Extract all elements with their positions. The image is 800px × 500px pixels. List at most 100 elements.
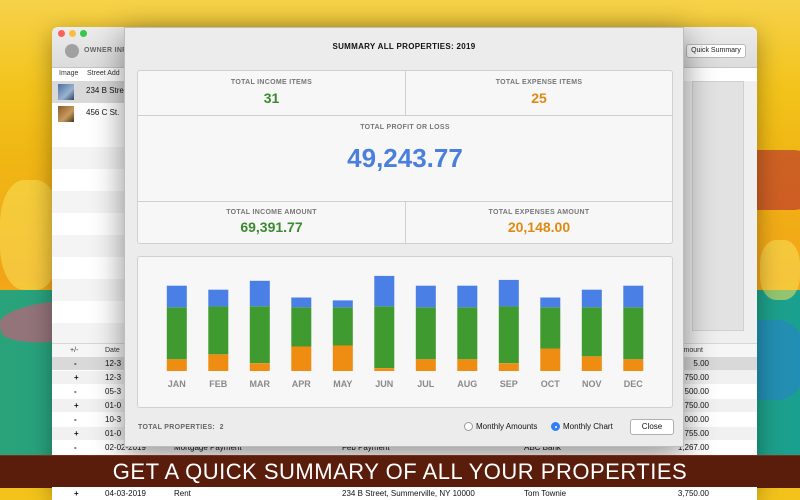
row-amount: 3,750.00: [677, 401, 709, 410]
profit-label: TOTAL PROFIT OR LOSS: [360, 124, 450, 131]
table-row[interactable]: - 05-3 500.00: [52, 385, 757, 398]
table-row[interactable]: + 04-03-2019 Rent 234 B Street, Summervi…: [52, 487, 757, 500]
column-header-date[interactable]: Date: [105, 347, 120, 354]
profit-cell: TOTAL PROFIT OR LOSS 49,243.77: [138, 116, 672, 202]
column-header-street[interactable]: Street Add: [87, 70, 120, 77]
list-stripe: [52, 235, 132, 257]
row-plus-minus: +: [74, 429, 79, 438]
bar-segment-dec-0: [623, 359, 644, 371]
row-category: Mortgage Payment: [174, 443, 242, 452]
close-button[interactable]: Close: [630, 419, 674, 435]
property-thumbnail: [58, 106, 74, 122]
bar-segment-nov-2: [581, 289, 602, 308]
x-tick-label: MAY: [333, 379, 352, 389]
bar-segment-mar-1: [249, 306, 270, 364]
minimize-window-button[interactable]: [69, 30, 76, 37]
income-amount-label: TOTAL INCOME AMOUNT: [226, 209, 317, 216]
background-streak: [760, 240, 800, 300]
row-amount: 1,267.00: [677, 443, 709, 452]
x-tick-label: FEB: [209, 379, 228, 389]
property-image-well: [692, 81, 744, 331]
monthly-amounts-radio[interactable]: Monthly Amounts: [464, 422, 537, 431]
summary-footer: TOTAL PROPERTIES: 2 Monthly Amounts Mont…: [125, 416, 683, 446]
property-row[interactable]: 456 C St.: [52, 103, 132, 125]
x-tick-label: APR: [292, 379, 312, 389]
property-row[interactable]: 234 B Stre: [52, 81, 132, 103]
property-address: 456 C St.: [86, 108, 120, 117]
property-address: 234 B Stre: [86, 86, 124, 95]
table-row[interactable]: - 02-02-2019 Mortgage Payment Feb Payment AB…: [52, 441, 757, 454]
bar-segment-apr-0: [291, 346, 312, 371]
bar-segment-jan-2: [166, 285, 187, 308]
summary-stats: TOTAL INCOME ITEMS 31 TOTAL EXPENSE ITEM…: [137, 70, 673, 244]
x-tick-label: OCT: [541, 379, 561, 389]
bar-segment-oct-0: [540, 348, 561, 371]
list-stripe: [52, 191, 132, 213]
bar-segment-jan-1: [166, 307, 187, 360]
row-date: 01-0: [105, 429, 122, 438]
row-date: 02-02-2019: [105, 443, 146, 452]
bar-segment-sep-2: [498, 279, 519, 307]
bar-segment-nov-1: [581, 307, 602, 357]
income-items-cell: TOTAL INCOME ITEMS 31: [138, 71, 406, 116]
row-category: Rent: [174, 489, 191, 498]
expense-items-label: TOTAL EXPENSE ITEMS: [495, 79, 583, 86]
row-payee: ABC Bank: [524, 443, 561, 452]
bar-segment-dec-2: [623, 285, 644, 308]
summary-title: SUMMARY ALL PROPERTIES: 2019: [332, 42, 476, 51]
list-stripe: [52, 279, 132, 301]
income-items-value: 31: [263, 90, 280, 106]
table-row[interactable]: - 10-3 5,000.00: [52, 413, 757, 426]
row-payee: Tom Townie: [524, 489, 567, 498]
promo-banner: GET A QUICK SUMMARY OF ALL YOUR PROPERTI…: [0, 455, 800, 488]
property-detail-panel: [680, 81, 757, 371]
row-plus-minus: +: [74, 489, 79, 498]
monthly-amounts-label: Monthly Amounts: [476, 422, 538, 431]
bar-segment-nov-0: [581, 356, 602, 371]
monthly-chart-radio[interactable]: Monthly Chart: [551, 422, 613, 431]
row-amount: 500.00: [684, 387, 709, 396]
bar-segment-oct-2: [540, 297, 561, 308]
row-description: 234 B Street, Summerville, NY 10000: [342, 489, 475, 498]
row-plus-minus: -: [74, 387, 77, 396]
close-window-button[interactable]: [58, 30, 65, 37]
bar-segment-aug-1: [457, 307, 478, 360]
list-stripe: [52, 147, 132, 169]
bar-segment-jul-2: [415, 285, 436, 308]
profit-value: 49,243.77: [347, 143, 463, 173]
bar-segment-mar-2: [249, 280, 270, 307]
row-description: Feb Payment: [342, 443, 390, 452]
x-tick-label: JAN: [168, 379, 186, 389]
row-plus-minus: -: [74, 415, 77, 424]
x-tick-label: AUG: [457, 379, 477, 389]
column-header-amount[interactable]: mount: [683, 347, 703, 354]
x-tick-label: JUN: [375, 379, 393, 389]
bar-segment-sep-1: [498, 306, 519, 364]
bar-segment-apr-2: [291, 297, 312, 308]
row-plus-minus: -: [74, 443, 77, 452]
list-stripe: [52, 323, 132, 345]
row-amount: 3,755.00: [677, 429, 709, 438]
expense-items-value: 25: [531, 90, 547, 106]
bar-segment-jul-0: [415, 359, 436, 371]
owner-avatar-icon[interactable]: [65, 44, 79, 58]
total-properties-label: TOTAL PROPERTIES: 2: [138, 424, 224, 431]
row-amount: 3,750.00: [677, 373, 709, 382]
income-amount-cell: TOTAL INCOME AMOUNT 69,391.77: [138, 202, 406, 243]
zoom-window-button[interactable]: [80, 30, 87, 37]
x-tick-label: JUL: [417, 379, 435, 389]
row-plus-minus: +: [74, 373, 79, 382]
promo-banner-text: GET A QUICK SUMMARY OF ALL YOUR PROPERTI…: [112, 459, 688, 484]
owner-info-label: OWNER INF: [84, 47, 127, 54]
quick-summary-button[interactable]: Quick Summary: [686, 44, 746, 58]
row-date: 12-3: [105, 359, 122, 368]
row-date: 01-0: [105, 401, 122, 410]
column-header-plus-minus[interactable]: +/-: [70, 347, 79, 354]
column-header-image[interactable]: Image: [59, 70, 79, 77]
monthly-stacked-bar-chart: JAN FEB MAR APR MAY JUN JUL AUG SEP OCT NOV DEC: [166, 275, 644, 389]
bar-segment-feb-1: [208, 306, 229, 355]
bar-segment-dec-1: [623, 307, 644, 360]
income-amount-value: 69,391.77: [240, 219, 303, 235]
properties-list: 234 B Stre 456 C St.: [52, 81, 132, 367]
bar-segment-jun-2: [374, 275, 395, 307]
